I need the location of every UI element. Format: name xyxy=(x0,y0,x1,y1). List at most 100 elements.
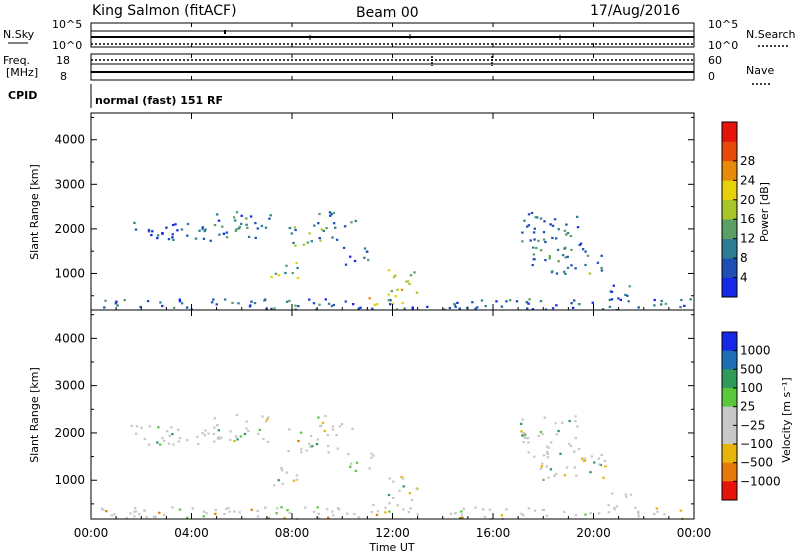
power-cell xyxy=(515,300,519,303)
power-colorbar-tick-label: 16 xyxy=(740,212,755,226)
freq-label: Freq. xyxy=(3,54,30,67)
velocity-cell xyxy=(220,436,223,439)
power-cell xyxy=(294,228,297,232)
velocity-cell xyxy=(387,493,391,497)
velocity-cell xyxy=(629,493,633,496)
velocity-cell xyxy=(105,510,108,513)
power-cell xyxy=(322,229,325,232)
velocity-cell xyxy=(370,456,373,459)
power-cell xyxy=(387,293,391,296)
power-data-layer xyxy=(103,211,692,312)
power-cell xyxy=(539,300,543,303)
power-cell xyxy=(564,272,567,275)
velocity-y-tick-label: 3000 xyxy=(54,379,85,393)
velocity-cell xyxy=(554,422,557,425)
power-cell xyxy=(296,266,299,270)
power-cell xyxy=(178,300,182,303)
velocity-cell xyxy=(401,477,405,480)
nave-tick-low: 0 xyxy=(708,70,715,83)
velocity-cell xyxy=(332,514,335,517)
velocity-cell xyxy=(276,507,279,510)
power-cell xyxy=(600,269,604,272)
power-cell xyxy=(653,304,656,307)
velocity-cell xyxy=(599,463,602,466)
velocity-cell xyxy=(574,420,577,423)
velocity-y-axis-label: Slant Range [km] xyxy=(28,367,41,463)
date-label: 17/Aug/2016 xyxy=(590,3,680,19)
velocity-cell xyxy=(372,503,375,507)
velocity-cell xyxy=(663,513,666,516)
power-cell xyxy=(570,302,573,305)
power-cell xyxy=(574,267,577,270)
velocity-cell xyxy=(309,445,312,448)
power-cell xyxy=(367,258,370,261)
velocity-cell xyxy=(340,423,344,426)
power-y-tick-label: 4000 xyxy=(54,133,85,147)
x-tick-label: 12:00 xyxy=(375,526,410,540)
velocity-colorbar-frame xyxy=(721,331,738,501)
power-cell xyxy=(218,233,221,236)
power-cell xyxy=(544,259,547,262)
velocity-cell xyxy=(262,437,265,441)
power-cell xyxy=(288,226,292,230)
power-cell xyxy=(548,257,551,260)
power-cell xyxy=(591,301,594,304)
power-cell xyxy=(406,280,410,283)
velocity-panel: 1000 2000 3000 4000 Slant Range [km] 1000 50… xyxy=(28,309,793,521)
power-cell xyxy=(601,308,605,311)
power-cell xyxy=(557,228,560,231)
power-cell xyxy=(147,228,151,232)
velocity-cell xyxy=(143,509,146,512)
power-cell xyxy=(260,224,264,228)
power-cell xyxy=(627,300,630,303)
velocity-cell xyxy=(256,515,260,518)
power-cell xyxy=(221,225,224,228)
power-cell xyxy=(354,219,357,223)
power-cell xyxy=(458,307,461,310)
x-tick-label: 08:00 xyxy=(275,526,310,540)
velocity-cell xyxy=(327,516,330,519)
power-cell xyxy=(293,226,297,229)
power-cell xyxy=(555,272,559,275)
time-x-axis: 00:00 04:00 08:00 12:00 16:00 20:00 00:00 xyxy=(74,23,711,540)
power-cell xyxy=(569,234,573,238)
velocity-cell xyxy=(357,516,360,519)
velocity-cell xyxy=(523,433,526,437)
velocity-cell xyxy=(372,454,375,457)
velocity-cell xyxy=(134,432,138,435)
velocity-cell xyxy=(488,508,492,511)
power-cell xyxy=(180,302,184,305)
freq-tick-high: 18 xyxy=(56,54,70,67)
velocity-cell xyxy=(288,428,291,431)
power-cell xyxy=(566,232,570,235)
velocity-cell xyxy=(229,438,232,441)
velocity-cell xyxy=(156,441,159,444)
velocity-cell xyxy=(317,416,320,419)
velocity-cell xyxy=(229,430,232,433)
velocity-cell xyxy=(577,447,581,450)
velocity-cell xyxy=(327,451,330,454)
power-cell xyxy=(495,300,498,303)
power-cell xyxy=(548,255,551,258)
power-cell xyxy=(401,301,404,305)
power-cell xyxy=(171,223,175,227)
velocity-cell xyxy=(321,421,325,424)
power-cell xyxy=(201,228,204,231)
power-cell xyxy=(343,225,347,228)
velocity-cell xyxy=(598,463,601,466)
velocity-cell xyxy=(568,442,571,446)
power-cell xyxy=(565,233,568,236)
power-y-tick-label: 2000 xyxy=(54,222,85,236)
velocity-cell xyxy=(163,439,166,442)
velocity-cell xyxy=(368,467,371,470)
power-cell xyxy=(415,291,419,294)
power-cell xyxy=(533,238,536,241)
power-cell xyxy=(536,216,539,219)
power-cell xyxy=(247,235,251,238)
power-cell xyxy=(527,302,530,305)
velocity-cell xyxy=(140,426,143,429)
velocity-cell xyxy=(320,424,323,427)
velocity-cell xyxy=(589,471,592,474)
power-cell xyxy=(637,306,640,309)
power-cell xyxy=(297,305,300,308)
